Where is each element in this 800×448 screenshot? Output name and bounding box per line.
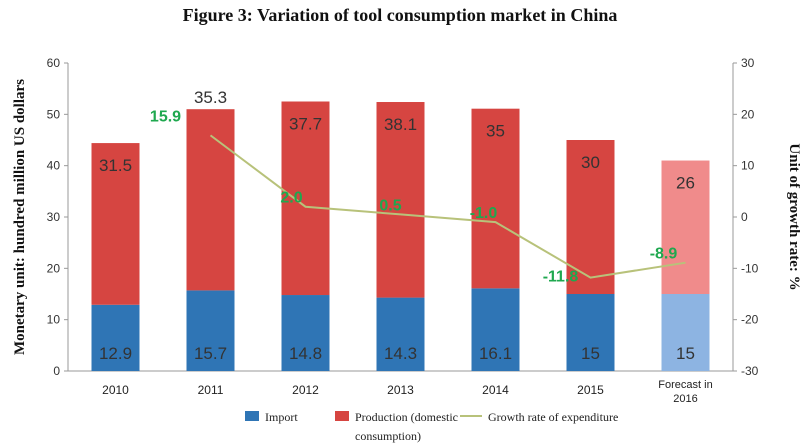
growth-label: 2.0 bbox=[280, 190, 302, 207]
x-tick-label: 2010 bbox=[102, 383, 129, 397]
bar-import-label: 16.1 bbox=[479, 344, 512, 363]
bar-production bbox=[661, 160, 710, 294]
y-tick-label: 20 bbox=[47, 261, 61, 275]
bar-import-label: 15.7 bbox=[194, 344, 227, 363]
bar-production bbox=[186, 109, 235, 291]
bar-production bbox=[91, 143, 140, 305]
bar-import bbox=[186, 290, 235, 371]
bar-production-label: 30 bbox=[581, 153, 600, 172]
x-tick-label-line1: Forecast in bbox=[658, 379, 712, 391]
growth-label: 0.5 bbox=[379, 197, 401, 214]
bar-import bbox=[471, 288, 520, 371]
legend-label-production-line2: consumption) bbox=[355, 429, 421, 443]
growth-label: 15.9 bbox=[150, 108, 181, 125]
bar-import-label: 15 bbox=[581, 344, 600, 363]
bar-import bbox=[91, 304, 140, 371]
bar-production bbox=[281, 101, 330, 296]
y-tick-label: 60 bbox=[47, 56, 61, 70]
y2-tick-label: -30 bbox=[741, 364, 759, 378]
growth-label: -8.9 bbox=[650, 246, 678, 263]
y2-tick-label: 30 bbox=[741, 56, 755, 70]
growth-line bbox=[209, 134, 686, 279]
bar-production-label: 26 bbox=[676, 174, 695, 193]
x-tick-label: 2015 bbox=[577, 383, 604, 397]
growth-label: -1.0 bbox=[470, 205, 498, 222]
y-tick-label: 50 bbox=[47, 107, 61, 121]
y2-axis-title: Unit of growth rate: % bbox=[786, 143, 800, 290]
legend-label-growth: Growth rate of expenditure bbox=[488, 410, 618, 424]
bar-import bbox=[281, 295, 330, 371]
bar-import bbox=[376, 297, 425, 371]
x-tick-label: 2012 bbox=[292, 383, 319, 397]
x-tick-label: 2014 bbox=[482, 383, 509, 397]
chart-title: Figure 3: Variation of tool consumption … bbox=[182, 5, 618, 25]
bar-import-label: 14.8 bbox=[289, 344, 322, 363]
y-tick-label: 0 bbox=[53, 364, 60, 378]
y2-tick-label: -20 bbox=[741, 313, 759, 327]
bar-import bbox=[566, 294, 615, 371]
bar-import-label: 15 bbox=[676, 344, 695, 363]
legend-swatch-production bbox=[335, 411, 349, 421]
bar-production-label: 35.3 bbox=[194, 88, 227, 107]
y2-tick-label: 20 bbox=[741, 107, 755, 121]
legend-swatch-import bbox=[245, 411, 259, 421]
bar-production-label: 38.1 bbox=[384, 115, 417, 134]
y2-tick-label: -10 bbox=[741, 261, 759, 275]
x-tick-label-line2: 2016 bbox=[673, 393, 697, 405]
bar-production-label: 35 bbox=[486, 122, 505, 141]
growth-label: -11.8 bbox=[543, 269, 579, 286]
x-tick-label: 2013 bbox=[387, 383, 414, 397]
y-tick-label: 10 bbox=[47, 313, 61, 327]
bar-import-label: 14.3 bbox=[384, 344, 417, 363]
y-axis-title: Monetary unit: hundred million US dollar… bbox=[12, 79, 28, 355]
y-tick-label: 30 bbox=[47, 210, 61, 224]
bar-production bbox=[376, 102, 425, 298]
legend-label-import: Import bbox=[265, 410, 298, 424]
legend-label-production-line1: Production (domestic bbox=[355, 410, 458, 424]
bar-import bbox=[661, 294, 710, 371]
bar-production-label: 31.5 bbox=[99, 156, 132, 175]
bar-import-label: 12.9 bbox=[99, 344, 132, 363]
bar-production bbox=[471, 108, 520, 289]
bar-production-label: 37.7 bbox=[289, 115, 322, 134]
y2-tick-label: 10 bbox=[741, 159, 755, 173]
x-tick-label: 2011 bbox=[198, 383, 224, 397]
y-tick-label: 40 bbox=[47, 159, 61, 173]
y2-tick-label: 0 bbox=[741, 210, 748, 224]
